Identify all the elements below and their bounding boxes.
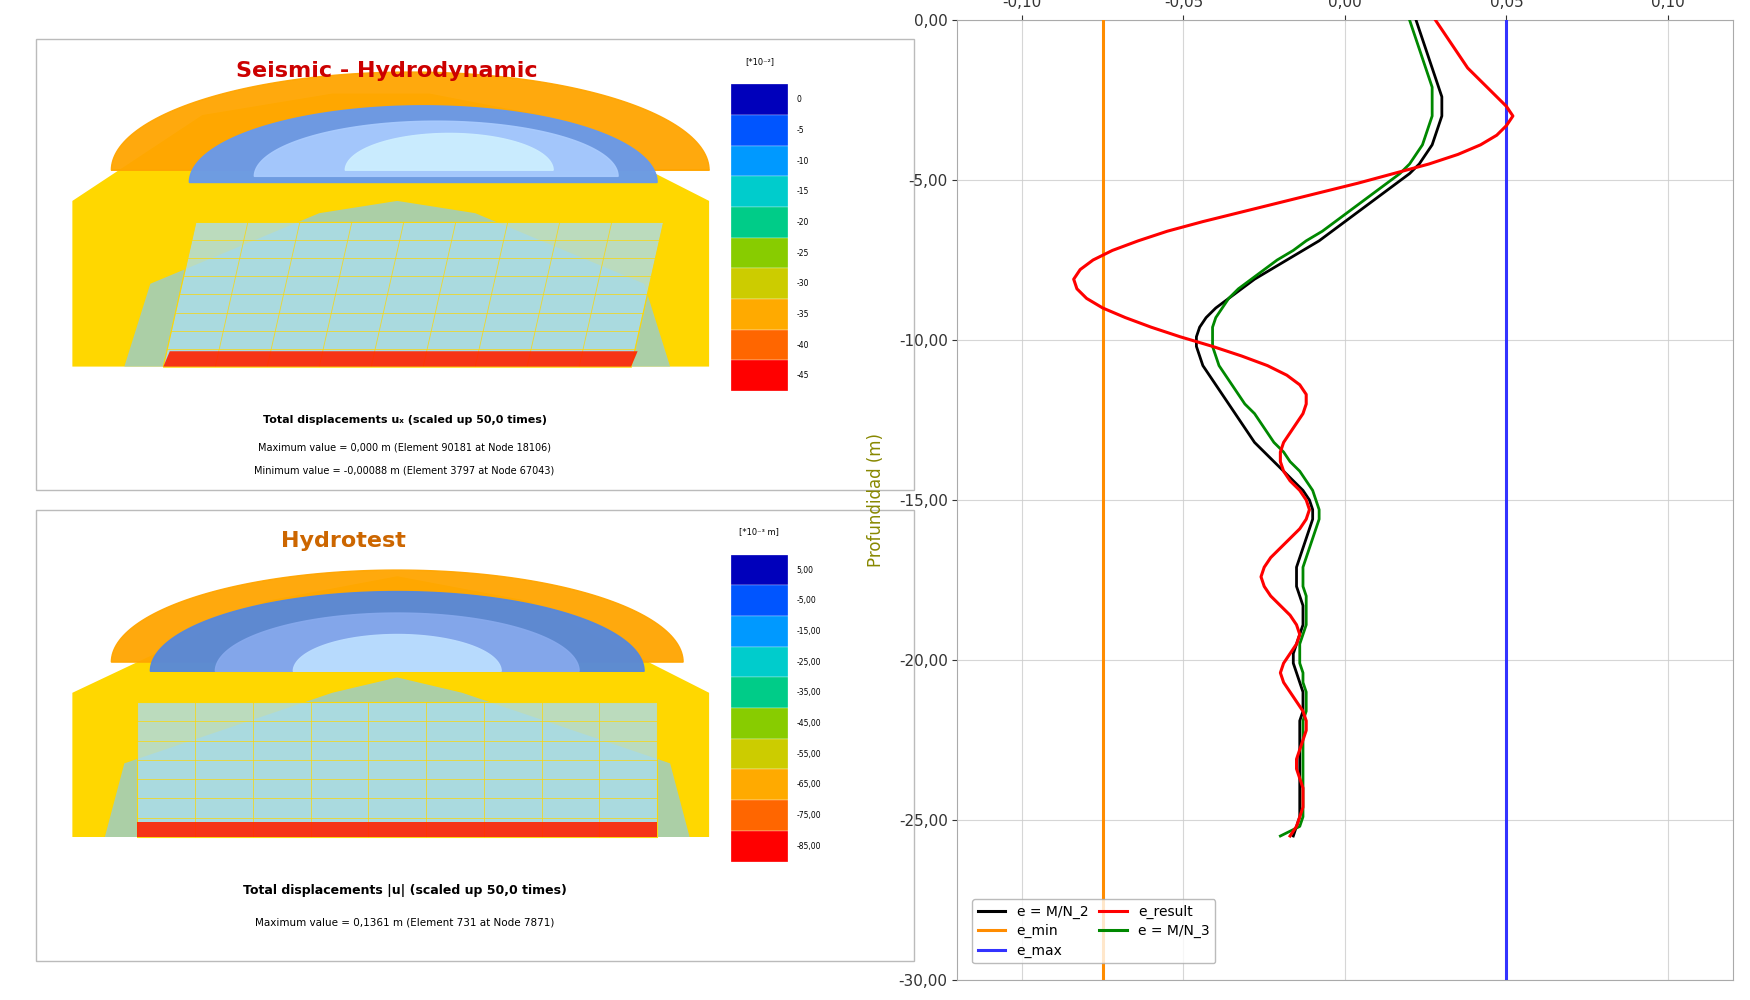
Bar — [732, 146, 788, 176]
Polygon shape — [163, 222, 663, 367]
Text: -5: -5 — [796, 126, 805, 135]
Bar — [35, 39, 914, 490]
Text: [*10⁻³ m]: [*10⁻³ m] — [740, 527, 779, 536]
Text: -30: -30 — [796, 279, 808, 288]
Legend: e = M/N_2, e_min, e_max, e_result, e = M/N_3: e = M/N_2, e_min, e_max, e_result, e = M… — [971, 899, 1214, 963]
Text: 5,00: 5,00 — [796, 566, 814, 575]
Text: -10: -10 — [796, 157, 808, 166]
Text: Total displacements uₓ (scaled up 50,0 times): Total displacements uₓ (scaled up 50,0 t… — [262, 415, 546, 425]
Text: -75,00: -75,00 — [796, 811, 821, 820]
Bar — [732, 330, 788, 360]
Text: -65,00: -65,00 — [796, 780, 821, 789]
Text: Maximum value = 0,000 m (Element 90181 at Node 18106): Maximum value = 0,000 m (Element 90181 a… — [257, 443, 551, 453]
Polygon shape — [136, 702, 656, 837]
Bar — [732, 677, 788, 708]
Text: Maximum value = 0,1361 m (Element 731 at Node 7871): Maximum value = 0,1361 m (Element 731 at… — [255, 917, 555, 927]
Bar — [732, 831, 788, 862]
Bar — [732, 299, 788, 330]
Bar — [732, 176, 788, 207]
Bar — [732, 647, 788, 677]
Polygon shape — [112, 72, 709, 170]
Text: -35,00: -35,00 — [796, 688, 821, 697]
Polygon shape — [72, 576, 709, 837]
Polygon shape — [136, 822, 656, 837]
Polygon shape — [150, 592, 644, 671]
Bar — [732, 268, 788, 299]
Polygon shape — [72, 94, 709, 367]
Text: -25,00: -25,00 — [796, 658, 821, 667]
Polygon shape — [124, 201, 670, 367]
Polygon shape — [215, 613, 579, 671]
Text: -5,00: -5,00 — [796, 596, 816, 605]
Text: -55,00: -55,00 — [796, 750, 821, 759]
Text: -20: -20 — [796, 218, 808, 227]
Text: [*10⁻²]: [*10⁻²] — [746, 57, 774, 66]
Text: 0: 0 — [796, 95, 802, 104]
Polygon shape — [105, 677, 690, 837]
Bar — [732, 800, 788, 831]
Bar — [732, 739, 788, 769]
Text: -45: -45 — [796, 371, 808, 380]
Text: Total displacements |u| (scaled up 50,0 times): Total displacements |u| (scaled up 50,0 … — [243, 884, 567, 897]
Bar — [732, 207, 788, 238]
Polygon shape — [189, 106, 656, 183]
Text: -40: -40 — [796, 341, 808, 350]
Text: -25: -25 — [796, 249, 808, 258]
Bar — [732, 555, 788, 585]
Bar — [732, 616, 788, 647]
Text: -85,00: -85,00 — [796, 842, 821, 851]
Bar — [732, 360, 788, 391]
Text: Hydrotest: Hydrotest — [280, 531, 406, 551]
Bar — [732, 769, 788, 800]
Polygon shape — [294, 634, 500, 671]
Y-axis label: Profundidad (m): Profundidad (m) — [866, 433, 886, 567]
Bar — [732, 115, 788, 146]
Text: -15,00: -15,00 — [796, 627, 821, 636]
Bar — [35, 510, 914, 961]
Bar — [732, 585, 788, 616]
Text: -35: -35 — [796, 310, 808, 319]
Bar — [732, 84, 788, 115]
Polygon shape — [254, 121, 618, 176]
Polygon shape — [345, 133, 553, 170]
Bar — [732, 238, 788, 268]
Polygon shape — [163, 351, 637, 367]
Text: -45,00: -45,00 — [796, 719, 821, 728]
Bar — [732, 708, 788, 739]
Text: Seismic - Hydrodynamic: Seismic - Hydrodynamic — [236, 61, 537, 81]
Text: -15: -15 — [796, 187, 808, 196]
Text: Minimum value = -0,00088 m (Element 3797 at Node 67043): Minimum value = -0,00088 m (Element 3797… — [254, 465, 555, 475]
Polygon shape — [112, 570, 682, 662]
